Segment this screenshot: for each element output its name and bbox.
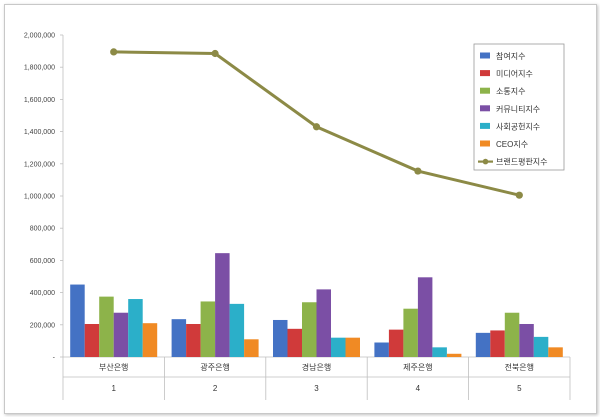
bar (84, 323, 100, 357)
bar (128, 299, 143, 357)
bar (229, 303, 245, 357)
x-category-label: 전북은행 (505, 362, 534, 372)
bar (316, 289, 331, 357)
x-category-label: 경남은행 (302, 362, 331, 372)
y-tick-label: 200,000 (30, 322, 55, 329)
line-series (110, 48, 523, 199)
y-tick-label: - (53, 355, 56, 362)
x-category-index-label: 4 (416, 384, 421, 393)
legend-swatch (480, 52, 490, 59)
legend-swatch (480, 140, 490, 147)
y-tick-label: 1,800,000 (24, 65, 55, 72)
bar (99, 296, 114, 357)
bar (186, 323, 201, 357)
line-point (312, 123, 321, 131)
bar (548, 347, 563, 357)
bar (345, 337, 360, 357)
legend-marker (482, 158, 489, 165)
x-category-index-label: 3 (314, 384, 319, 393)
legend-label: 미디어지수 (496, 69, 533, 79)
legend-label: 참여지수 (496, 51, 525, 61)
x-axis: 부산은행 1 광주은행 2 경남은행 3 제주은행 4 전북은행 5 (62, 356, 571, 400)
x-category-label: 제주은행 (403, 362, 432, 372)
line-point (515, 191, 523, 199)
bar (200, 301, 216, 357)
legend-label: 사회공헌지수 (496, 122, 540, 131)
bars (70, 253, 563, 357)
bar (244, 339, 259, 357)
y-axis: - 200,000 400,000 600,000 800,000 1,000,000 1,… (24, 33, 64, 362)
x-category-index-label: 1 (111, 384, 116, 393)
bar (374, 342, 389, 357)
y-tick-label: 2,000,000 (24, 33, 55, 40)
bar (432, 347, 447, 357)
line-point (211, 49, 219, 58)
legend-label: CEO지수 (496, 140, 528, 149)
bar (446, 353, 462, 357)
bar (142, 323, 158, 357)
bar (70, 284, 85, 357)
legend-label: 소통지수 (496, 87, 525, 96)
y-tick-label: 400,000 (30, 290, 55, 297)
bar (302, 302, 317, 357)
y-tick-label: 1,400,000 (24, 129, 55, 136)
y-tick-label: 800,000 (30, 226, 55, 233)
legend-swatch (480, 105, 490, 112)
legend-label: 커뮤니티지수 (496, 104, 540, 114)
bar (417, 277, 433, 357)
bar (504, 312, 520, 357)
line-point (110, 48, 118, 56)
bar (287, 328, 302, 357)
bar (273, 319, 288, 357)
bar (331, 337, 346, 357)
bar (113, 312, 129, 357)
bar (533, 336, 549, 357)
legend-swatch (480, 70, 490, 77)
x-category-label: 부산은행 (99, 362, 128, 372)
bar (388, 329, 404, 357)
y-tick-label: 600,000 (30, 258, 55, 265)
bar (403, 308, 418, 357)
bar (490, 330, 505, 357)
x-category-label: 광주은행 (200, 362, 229, 372)
bar (519, 323, 534, 357)
x-category-index-label: 2 (213, 384, 218, 393)
y-tick-label: 1,600,000 (24, 97, 55, 104)
x-category-index-label: 5 (517, 384, 522, 393)
y-tick-label: 1,200,000 (24, 161, 55, 168)
legend-swatch (480, 87, 490, 94)
bar (475, 332, 491, 357)
y-tick-label: 1,000,000 (24, 194, 55, 201)
bar (171, 319, 187, 357)
line-point (414, 167, 422, 175)
legend-label: 브랜드평판지수 (496, 157, 548, 167)
bar (215, 253, 230, 357)
legend-swatch (480, 122, 490, 129)
